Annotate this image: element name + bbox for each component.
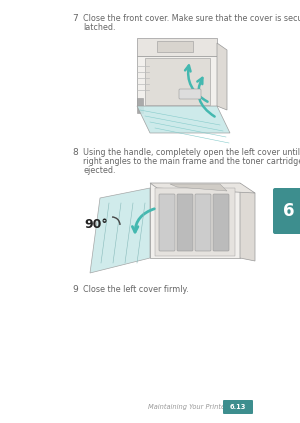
- Polygon shape: [217, 43, 227, 110]
- FancyBboxPatch shape: [273, 188, 300, 234]
- Text: right angles to the main frame and the toner cartridges are: right angles to the main frame and the t…: [83, 157, 300, 166]
- Text: 6: 6: [283, 202, 295, 220]
- Polygon shape: [150, 183, 255, 193]
- Text: 90°: 90°: [84, 219, 108, 231]
- Polygon shape: [137, 98, 143, 113]
- Polygon shape: [157, 41, 193, 52]
- Polygon shape: [137, 38, 217, 56]
- Text: Close the left cover firmly.: Close the left cover firmly.: [83, 285, 189, 294]
- Polygon shape: [145, 58, 210, 105]
- FancyBboxPatch shape: [223, 400, 253, 414]
- Text: Maintaining Your Printer: Maintaining Your Printer: [148, 404, 228, 410]
- FancyBboxPatch shape: [213, 194, 229, 251]
- FancyBboxPatch shape: [159, 194, 175, 251]
- Polygon shape: [240, 188, 255, 261]
- Text: 8: 8: [72, 148, 78, 157]
- Text: Using the handle, completely open the left cover until it is at: Using the handle, completely open the le…: [83, 148, 300, 157]
- Text: 9: 9: [72, 285, 78, 294]
- Text: latched.: latched.: [83, 23, 116, 32]
- FancyBboxPatch shape: [179, 89, 201, 99]
- Text: ejected.: ejected.: [83, 166, 116, 175]
- Polygon shape: [137, 56, 217, 106]
- Text: 6.13: 6.13: [230, 404, 246, 410]
- Polygon shape: [170, 184, 227, 191]
- Text: Close the front cover. Make sure that the cover is securely: Close the front cover. Make sure that th…: [83, 14, 300, 23]
- FancyBboxPatch shape: [177, 194, 193, 251]
- Text: 7: 7: [72, 14, 78, 23]
- Polygon shape: [90, 188, 150, 273]
- FancyBboxPatch shape: [195, 194, 211, 251]
- Polygon shape: [137, 106, 230, 133]
- Polygon shape: [150, 183, 240, 258]
- Polygon shape: [155, 188, 235, 256]
